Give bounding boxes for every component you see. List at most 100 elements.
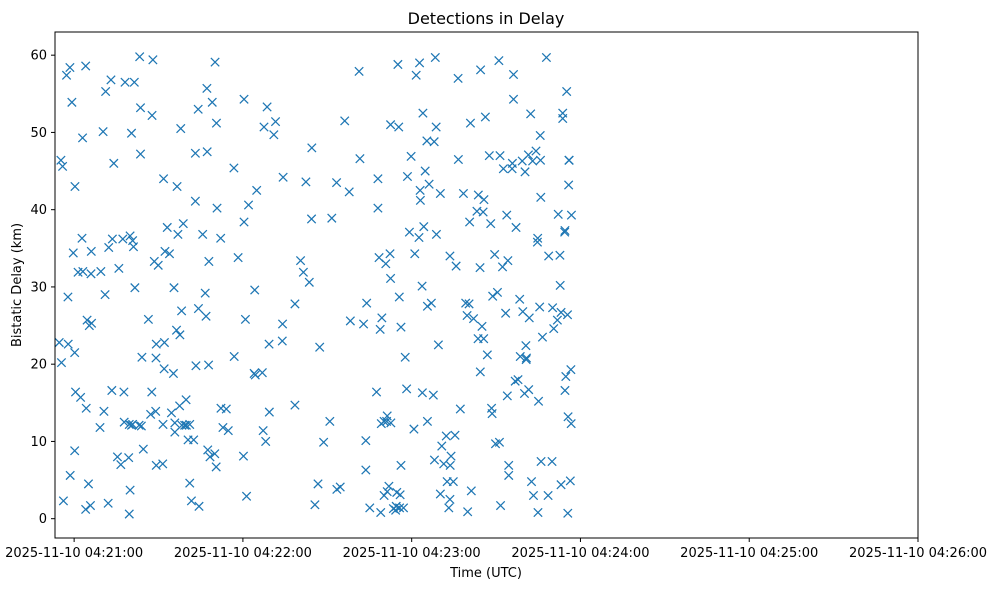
data-point	[262, 102, 272, 112]
data-point	[547, 303, 558, 313]
data-point	[70, 347, 80, 358]
data-point	[532, 237, 543, 247]
data-point	[365, 503, 375, 513]
data-point	[535, 130, 545, 141]
data-point	[560, 225, 570, 236]
data-point	[418, 108, 428, 118]
data-point	[198, 229, 208, 240]
data-point	[301, 177, 311, 187]
data-point	[395, 490, 405, 500]
data-point	[535, 155, 546, 165]
y-tick-label: 10	[30, 435, 47, 450]
data-point	[63, 339, 73, 349]
data-point	[508, 69, 519, 80]
data-point	[75, 392, 86, 403]
data-point	[463, 507, 473, 517]
data-point	[361, 436, 371, 446]
data-point	[318, 437, 329, 447]
data-point	[475, 65, 486, 75]
data-point	[189, 435, 199, 445]
data-point	[382, 487, 392, 497]
data-point	[120, 77, 130, 87]
data-point	[86, 318, 97, 328]
data-point	[78, 266, 88, 277]
data-point	[458, 188, 469, 199]
data-point	[445, 251, 455, 261]
data-point	[486, 218, 496, 229]
data-point	[533, 233, 543, 243]
data-point	[404, 227, 415, 237]
data-point	[461, 298, 471, 308]
data-point	[229, 163, 239, 173]
data-point	[99, 406, 109, 416]
data-point	[81, 61, 91, 71]
data-point	[344, 187, 354, 197]
data-point	[112, 452, 123, 462]
data-point	[482, 350, 492, 360]
data-point	[151, 406, 161, 416]
data-point	[212, 203, 222, 213]
data-point	[492, 287, 503, 297]
data-point	[445, 460, 455, 471]
x-tick-label: 2025-11-10 04:23:00	[343, 546, 481, 561]
data-point	[541, 52, 552, 63]
data-point	[536, 192, 546, 202]
data-point	[269, 130, 279, 140]
data-point	[419, 222, 429, 232]
data-point	[136, 421, 146, 431]
data-point	[77, 133, 88, 143]
data-point	[424, 179, 434, 189]
data-point	[384, 481, 394, 491]
data-point	[239, 217, 249, 227]
data-point	[147, 110, 157, 121]
data-point	[158, 174, 169, 184]
data-point	[290, 299, 300, 309]
data-point	[547, 456, 557, 467]
data-point	[484, 150, 494, 161]
data-point	[86, 269, 96, 279]
data-point	[376, 507, 386, 518]
data-point	[426, 298, 437, 308]
data-point	[562, 86, 572, 97]
data-point	[100, 86, 111, 97]
data-point	[477, 321, 487, 331]
data-point	[411, 70, 421, 80]
y-axis: 0 10 20 30 40 50 60	[30, 49, 55, 527]
data-point	[173, 229, 183, 240]
data-point	[201, 311, 211, 321]
data-point	[119, 387, 129, 397]
data-point	[176, 306, 187, 316]
data-point	[259, 122, 269, 132]
data-point	[159, 364, 169, 374]
data-point	[129, 77, 139, 87]
data-point	[468, 313, 479, 324]
data-point	[277, 319, 288, 329]
data-point	[63, 292, 73, 302]
data-point	[83, 479, 94, 489]
data-point	[393, 59, 403, 70]
data-point	[70, 446, 80, 456]
data-point	[535, 302, 545, 312]
data-point	[410, 249, 420, 259]
data-point	[185, 478, 195, 488]
data-point	[361, 465, 371, 475]
data-point	[203, 360, 214, 370]
data-point	[556, 307, 566, 318]
data-point	[181, 420, 192, 430]
data-point	[124, 509, 134, 519]
data-point	[216, 233, 226, 243]
data-point	[221, 404, 231, 414]
data-point	[437, 441, 447, 451]
data-point	[270, 116, 281, 127]
data-point	[190, 196, 201, 206]
y-tick-label: 40	[30, 203, 47, 218]
data-point	[204, 256, 214, 267]
data-point	[428, 390, 438, 400]
data-point	[515, 294, 525, 304]
data-point	[385, 273, 396, 284]
data-point	[229, 351, 239, 362]
data-point	[125, 231, 135, 241]
data-point	[310, 500, 320, 510]
data-point	[178, 218, 188, 229]
